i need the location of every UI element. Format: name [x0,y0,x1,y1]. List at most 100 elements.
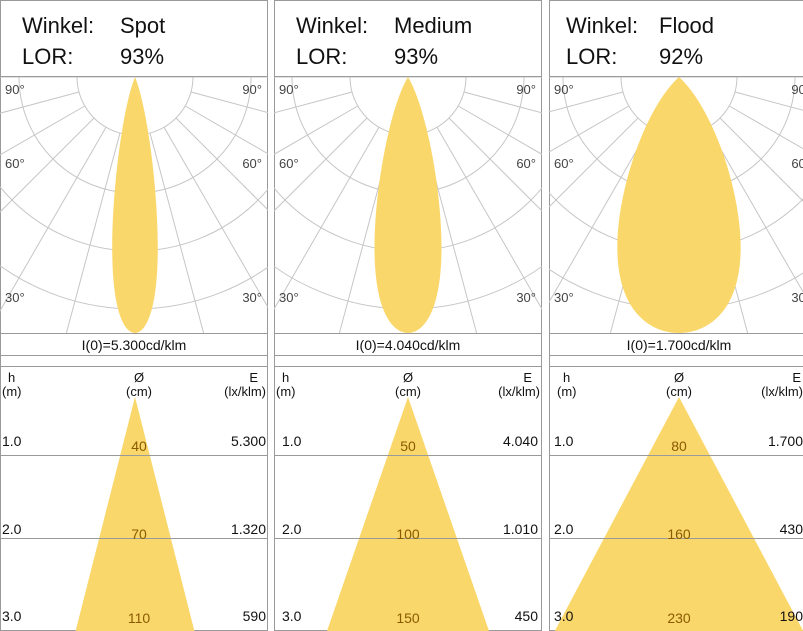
lor-value: 92% [659,44,703,69]
row-2-diameter: 100 [396,526,420,542]
row-1-e: 4.040 [503,433,538,449]
intensity-beam [374,77,442,333]
col-d-label: Ø [674,370,684,385]
col-d-unit: (cm) [126,384,152,399]
polar-spoke [0,117,95,213]
angle-90-right: 90° [791,82,803,97]
medium-panel-graphic: Winkel: Medium LOR: 93% 90° 90° 60° 60° … [274,0,542,631]
row-2-h: 2.0 [282,521,302,537]
polar-spoke [707,126,803,293]
row-3-diameter: 150 [396,610,420,626]
row-2-diameter: 160 [667,526,691,542]
polar-spoke [448,117,542,212]
col-h-label: h [8,370,15,385]
row-1-diameter: 40 [131,438,147,454]
polar-spoke [549,126,651,304]
intensity-label: I(0)=5.300cd/klm [82,337,187,353]
spot-panel: Winkel: Spot LOR: 93% 90° 90° 60° 60° 30… [0,0,268,631]
row-2-e: 1.320 [231,521,266,537]
lor-label: LOR: [22,44,73,69]
angle-label: Winkel: [566,13,638,38]
col-e-label: E [249,370,258,385]
light-cone [554,397,803,631]
col-h-unit: (m) [557,384,577,399]
flood-panel: Winkel: Flood LOR: 92% 90° 90° 60° 60° 3… [549,0,803,631]
angle-30-right: 30° [242,290,262,305]
row-1-diameter: 50 [400,438,416,454]
spot-panel-graphic: Winkel: Spot LOR: 93% 90° 90° 60° 60° 30… [0,0,268,631]
intensity-label: I(0)=4.040cd/klm [356,337,461,353]
polar-spoke [0,91,80,114]
angle-label: Winkel: [22,13,94,38]
polar-spoke [274,126,380,311]
polar-spoke [0,105,86,156]
light-cone [327,397,489,631]
col-h-label: h [563,370,570,385]
row-1-h: 1.0 [2,433,22,449]
lor-value: 93% [394,44,438,69]
angle-60-left: 60° [5,156,25,171]
polar-spoke [163,126,268,309]
intensity-beam [112,77,158,333]
angle-60-right: 60° [791,156,803,171]
lor-label: LOR: [566,44,617,69]
angle-90-left: 90° [554,82,574,97]
col-e-label: E [523,370,532,385]
angle-60-left: 60° [554,156,574,171]
row-3-diameter: 230 [667,610,691,626]
intensity-beam [617,77,741,333]
medium-panel: Winkel: Medium LOR: 93% 90° 90° 60° 60° … [274,0,542,631]
angle-90-right: 90° [242,82,262,97]
polar-spoke [274,105,359,155]
row-2-h: 2.0 [2,521,22,537]
polar-spoke [184,105,268,155]
row-2-diameter: 70 [131,526,147,542]
col-h-unit: (m) [2,384,22,399]
polar-spoke [463,91,542,114]
angle-value: Medium [394,13,472,38]
col-h-label: h [282,370,289,385]
col-d-unit: (cm) [395,384,421,399]
angle-value: Spot [120,13,165,38]
polar-spoke [338,132,394,333]
row-3-e: 190 [780,608,803,624]
polar-spoke [274,91,353,114]
col-d-label: Ø [403,370,413,385]
angle-label: Winkel: [296,13,368,38]
intensity-label: I(0)=1.700cd/klm [627,337,732,353]
row-2-e: 430 [780,521,803,537]
col-e-unit: (lx/klm) [761,384,803,399]
angle-60-right: 60° [516,156,536,171]
polar-spoke [734,91,803,111]
angle-30-left: 30° [5,290,25,305]
row-3-e: 590 [243,608,267,624]
row-1-e: 5.300 [231,433,266,449]
lor-label: LOR: [296,44,347,69]
polar-spoke [719,117,803,202]
col-d-unit: (cm) [666,384,692,399]
polar-spoke [190,91,268,114]
polar-spoke [422,132,478,333]
angle-value: Flood [659,13,714,38]
polar-spoke [0,126,107,312]
row-3-diameter: 110 [128,610,151,626]
row-3-h: 3.0 [2,608,22,624]
col-d-label: Ø [134,370,144,385]
polar-spoke [549,105,630,153]
lor-value: 93% [120,44,164,69]
col-e-unit: (lx/klm) [498,384,540,399]
polar-spoke [549,91,624,113]
row-1-h: 1.0 [282,433,302,449]
light-cone [75,397,195,631]
angle-90-left: 90° [279,82,299,97]
polar-spoke [149,132,205,333]
angle-60-right: 60° [242,156,262,171]
polar-spoke [274,117,368,212]
angle-30-right: 30° [791,290,803,305]
angle-30-left: 30° [279,290,299,305]
angle-60-left: 60° [279,156,299,171]
col-h-unit: (m) [276,384,296,399]
col-e-unit: (lx/klm) [224,384,266,399]
row-3-e: 450 [515,608,539,624]
row-3-h: 3.0 [282,608,302,624]
